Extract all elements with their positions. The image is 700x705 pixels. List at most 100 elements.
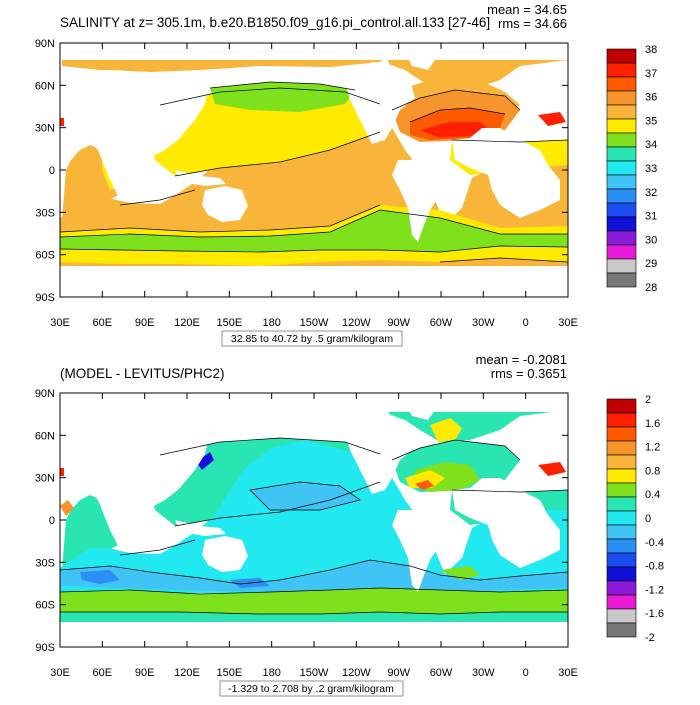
colorbar-label: -0.4 [645,537,664,549]
panel2-range-label: -1.329 to 2.708 by .2 gram/kilogram [228,683,394,695]
colorbar-label: -1.2 [645,584,664,596]
y-tick-label: 30S [35,207,55,219]
panel2-redsea-patch [60,468,64,476]
x-tick-label: 60E [93,667,113,679]
y-tick-label: 90S [35,292,55,304]
colorbar-label: 28 [645,282,657,294]
x-tick-label: 150W [300,667,329,679]
x-tick-label: 120W [342,667,371,679]
y-tick-label: 0 [49,515,55,527]
panel2-stat-rms: rms = 0.3651 [491,366,567,381]
y-tick-label: 30S [35,557,55,569]
colorbar-swatch [606,580,637,596]
y-tick-label: 30N [35,123,55,135]
colorbar-swatch [606,566,637,582]
y-tick-label: 60N [35,80,55,92]
colorbar-swatch [606,510,637,526]
colorbar-label: 0 [645,513,651,525]
x-tick-label: 150E [216,667,242,679]
colorbar-swatch [606,62,637,78]
x-tick-label: 150W [300,317,329,329]
panel2-range-box [219,680,404,697]
panel2-title: (MODEL - LEVITUS/PHC2) [60,366,225,381]
x-tick-label: 180 [262,667,280,679]
panel-difference: (MODEL - LEVITUS/PHC2) mean = -0.2081 rm… [35,352,664,697]
panel2-land [60,393,568,647]
x-tick-label: 90E [135,667,155,679]
colorbar-swatch [606,440,637,456]
panel1-mediterranean-patch [538,112,566,126]
colorbar-label: 0.8 [645,465,660,477]
colorbar-label: 31 [645,211,657,223]
colorbar-swatch [606,104,637,120]
panel1-redsea-patch [60,118,64,126]
colorbar-swatch [606,230,637,246]
x-tick-label: 120W [342,317,371,329]
panel1-stat-rms: rms = 34.66 [498,16,567,31]
panel2-y-axis: 90N 60N 30N 0 30S 60S 90S [35,388,568,654]
colorbar-swatch [606,76,637,92]
colorbar-swatch [606,524,637,540]
x-tick-label: 90E [135,317,155,329]
x-tick-label: 30W [472,667,495,679]
x-tick-label: 180 [262,317,280,329]
colorbar-swatch [606,482,637,498]
panel2-mediterranean-patch [538,462,566,476]
panel2-stat-mean: mean = -0.2081 [476,352,567,367]
colorbar-swatch [606,188,637,204]
colorbar-swatch [606,244,637,260]
colorbar-swatch [606,538,637,554]
x-tick-label: 0 [523,667,529,679]
colorbar-label: -2 [645,632,655,644]
panel1-title: SALINITY at z= 305.1m, b.e20.B1850.f09_g… [60,15,490,30]
colorbar-swatch [606,132,637,148]
x-tick-label: 60W [430,317,453,329]
panel2-x-axis: 30E 60E 90E 120E 150E 180 150W 120W 90W 60W 30W 0 30… [50,393,578,679]
colorbar-swatch [606,118,637,134]
panel1-y-axis: 90N 60N 30N 0 30S 60S 90S [35,38,568,304]
panel2-map [60,393,568,647]
panel1-stat-mean: mean = 34.65 [487,2,567,17]
y-tick-label: 0 [49,165,55,177]
x-tick-label: 60E [93,317,113,329]
colorbar-swatch [606,552,637,568]
colorbar-label: 30 [645,234,657,246]
colorbar-swatch [606,594,637,610]
colorbar-label: 29 [645,258,657,270]
colorbar-label: 2 [645,394,651,406]
panel1-land [60,43,568,297]
panel1-range-label: 32.85 to 40.72 by .5 gram/kilogram [231,333,394,345]
panel1-x-axis: 30E 60E 90E 120E 150E 180 150W 120W 90W 60W 30W 0 30… [50,43,578,329]
x-tick-label: 90W [387,667,410,679]
colorbar-swatch [606,90,637,106]
colorbar-label: 0.4 [645,489,660,501]
x-tick-label: 90W [387,317,410,329]
panel2-colorbar: 2 1.6 1.2 0.8 0.4 0 -0.4 -0.8 -1.2 -1.6 -2 [606,394,664,644]
panel2-fresh-blue [60,482,568,592]
panel1-range-box [221,330,403,347]
y-tick-label: 30N [35,473,55,485]
colorbar-swatch [606,216,637,232]
colorbar-label: 38 [645,44,657,56]
colorbar-swatch [606,468,637,484]
colorbar-swatch [606,160,637,176]
y-tick-label: 60S [35,250,55,262]
colorbar-swatch [606,174,637,190]
colorbar-swatch [606,496,637,512]
colorbar-swatch [606,398,637,414]
x-tick-label: 0 [523,317,529,329]
colorbar-label: 35 [645,115,657,127]
x-tick-label: 30E [558,667,578,679]
colorbar-swatch [606,622,637,638]
colorbar-label: -1.6 [645,608,664,620]
panel-salinity: SALINITY at z= 305.1m, b.e20.B1850.f09_g… [35,2,657,347]
x-tick-label: 120E [174,667,200,679]
colorbar-label: 1.2 [645,442,660,454]
x-tick-label: 30E [50,667,70,679]
colorbar-swatch [606,202,637,218]
y-tick-label: 90N [35,388,55,400]
colorbar-swatch [606,48,637,64]
colorbar-swatch [606,146,637,162]
panel2-positive [60,418,462,516]
x-tick-label: 120E [174,317,200,329]
